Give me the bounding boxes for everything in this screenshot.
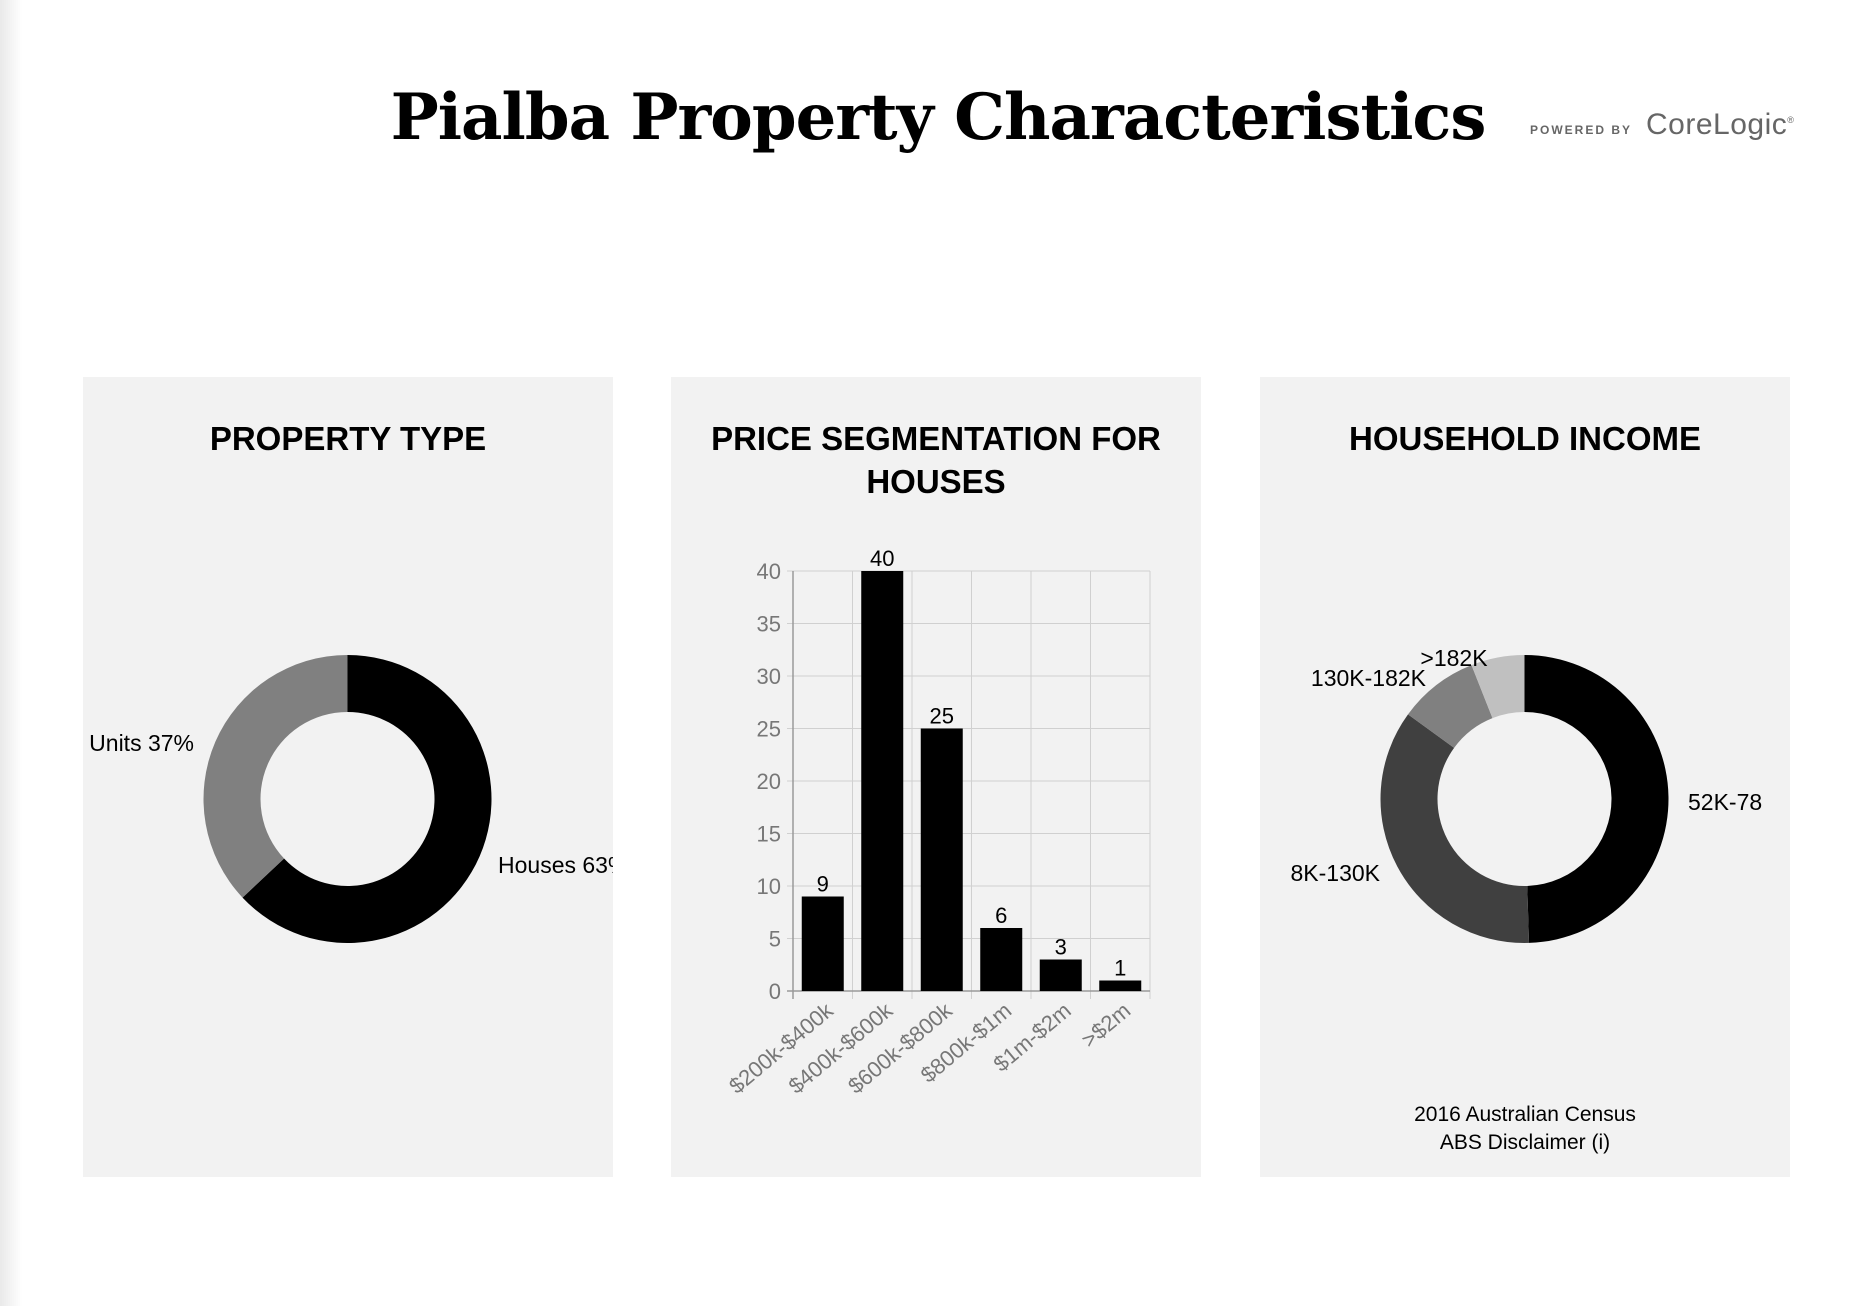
slice-label-houses-63: Houses 63%: [498, 852, 613, 878]
brand-mark: ®: [1787, 115, 1795, 125]
slice-52k-78: [1524, 655, 1669, 943]
slice-label-52k-78: 52K-78: [1688, 789, 1762, 815]
bar-value-label: 25: [930, 704, 954, 729]
slice-182k: [1471, 655, 1525, 719]
corelogic-logo: CoreLogic®: [1646, 108, 1794, 142]
bar-value-label: 6: [995, 903, 1007, 928]
y-tick-label: 20: [757, 769, 781, 794]
brand-name: CoreLogic: [1646, 108, 1788, 141]
slice-houses-63: [242, 655, 492, 943]
y-tick-label: 25: [757, 717, 781, 742]
page-title: Pialba Property Characteristics: [390, 80, 1487, 155]
powered-by-label: POWERED BY: [1530, 123, 1633, 137]
bar-1m-2m: [1039, 959, 1082, 991]
bar-value-label: 40: [870, 546, 894, 571]
household-income-title: HOUSEHOLD INCOME: [1348, 420, 1701, 457]
slice-units-37: [203, 655, 348, 898]
property-type-donut-chart: Houses 63% Units 37%: [89, 655, 613, 943]
slice-8k-130k: [1380, 714, 1530, 943]
price-segmentation-bar-chart: 05101520253035409$200k-$400k40$400k-$600…: [724, 546, 1151, 1099]
bar-800k-1m: [980, 928, 1023, 991]
y-tick-label: 30: [757, 664, 781, 689]
y-tick-label: 15: [757, 822, 781, 847]
x-tick-label: >$2m: [1077, 998, 1136, 1053]
bar-400k-600k: [861, 571, 904, 991]
bar-600k-800k: [920, 728, 963, 991]
y-tick-label: 40: [757, 559, 781, 584]
price-segmentation-title: PRICE SEGMENTATION FOR HOUSES: [671, 417, 1201, 503]
bar-value-label: 9: [817, 872, 829, 897]
property-type-title: PROPERTY TYPE: [209, 420, 487, 457]
slice-label-units-37: Units 37%: [89, 730, 194, 756]
price-segmentation-title-line2: HOUSES: [866, 463, 1006, 500]
y-tick-label: 35: [757, 612, 781, 637]
bar-value-label: 1: [1114, 956, 1126, 981]
price-segmentation-card: PRICE SEGMENTATION FOR HOUSES 0 5 10 15 20 25…: [671, 377, 1201, 1177]
census-source: 2016 Australian Census: [1414, 1103, 1636, 1126]
property-type-card: PROPERTY TYPE Houses 63% Units 37%: [83, 377, 613, 1177]
bar-200k-400k: [801, 896, 844, 991]
slice-label-182k: >182K: [1420, 645, 1488, 671]
y-tick-label: 5: [769, 927, 781, 952]
slice-label-8k-130k: 8K-130K: [1290, 860, 1380, 886]
household-income-donut-chart: 52K-78 8K-130K 130K-182K>182K: [1290, 645, 1762, 943]
abs-disclaimer-link[interactable]: ABS Disclaimer (i): [1439, 1131, 1611, 1154]
household-income-card: HOUSEHOLD INCOME 52K-78 8K-130K 130K-182K >…: [1260, 377, 1790, 1177]
bar-value-label: 3: [1055, 935, 1067, 960]
powered-by-logo: POWERED BY CoreLogic®: [1530, 108, 1794, 142]
left-edge-shadow: [0, 0, 22, 1306]
y-tick-label: 0: [769, 979, 781, 1004]
slice-label-130k-182k: 130K-182K: [1311, 665, 1427, 691]
bar-2m: [1099, 980, 1142, 991]
slice-130k-182k: [1408, 665, 1493, 748]
y-tick-label: 10: [757, 874, 781, 899]
price-segmentation-title-line1: PRICE SEGMENTATION FOR: [711, 420, 1161, 457]
census-footnote: 2016 Australian Census ABS Disclaimer (i…: [1260, 1101, 1790, 1157]
